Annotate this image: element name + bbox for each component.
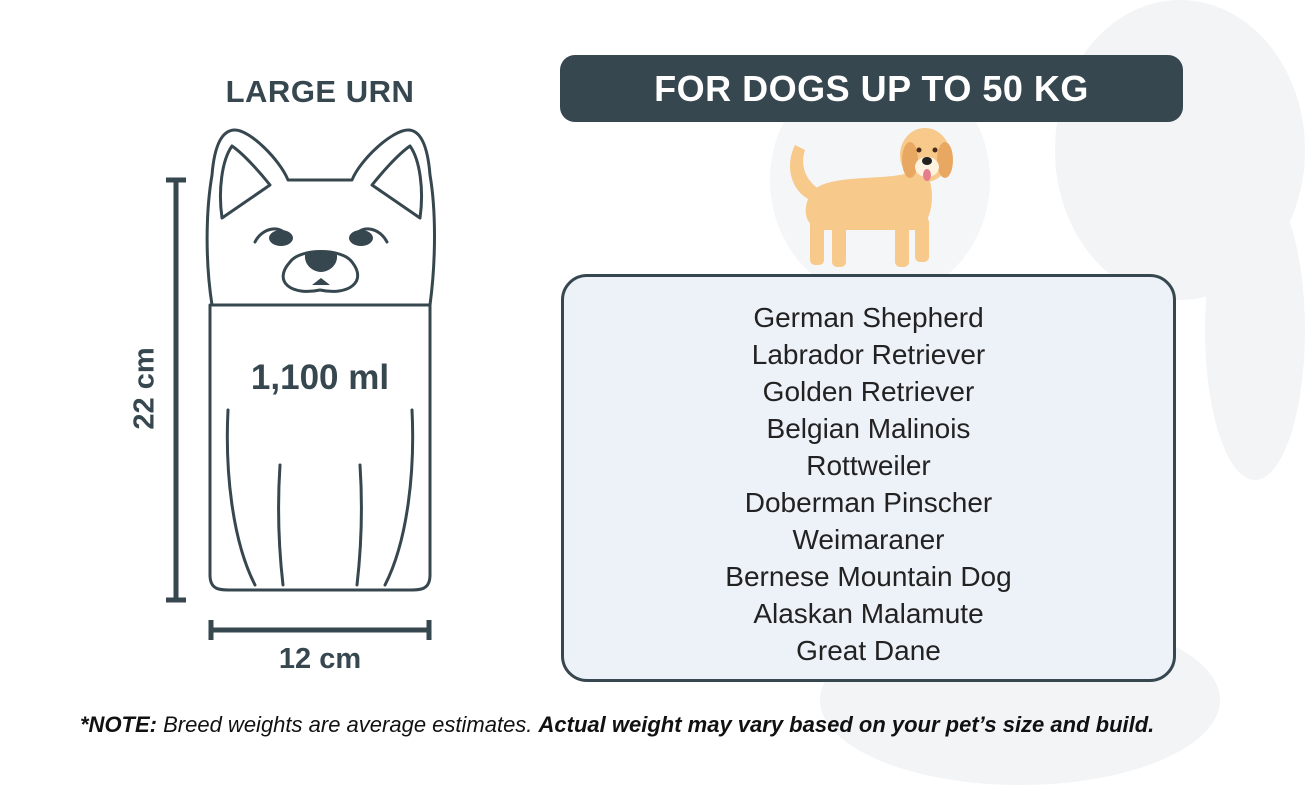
footnote: *NOTE: Breed weights are average estimat… [80,712,1154,738]
breed-item: German Shepherd [753,302,984,333]
breed-item: Golden Retriever [762,376,975,407]
breed-item: Labrador Retriever [751,339,986,370]
banner-text: FOR DOGS UP TO 50 KG [654,67,1089,109]
note-prefix: *NOTE: [80,712,157,737]
height-dimension-line [166,177,186,603]
breed-item: Rottweiler [806,450,931,481]
breed-item: Great Dane [796,635,941,666]
breed-list-box: German Shepherd Labrador Retriever Golde… [561,274,1176,682]
breed-item: Bernese Mountain Dog [725,561,1012,592]
urn-height-label: 22 cm [128,347,161,430]
urn-lid-head [205,128,436,307]
note-text: Breed weights are average estimates. [157,712,539,737]
urn-volume: 1,100 ml [250,358,390,397]
breed-item: Alaskan Malamute [753,598,984,629]
breed-item: Weimaraner [792,524,945,555]
urn-drawing [166,128,436,640]
urn-width-label: 12 cm [278,643,362,675]
note-emphasis: Actual weight may vary based on your pet… [538,712,1155,737]
weight-banner: FOR DOGS UP TO 50 KG [560,55,1183,122]
golden-retriever-icon [790,128,953,267]
urn-title: LARGE URN [225,74,415,109]
urn-body [208,303,432,592]
breed-item: Belgian Malinois [766,413,971,444]
width-dimension-line [208,620,432,640]
breed-item: Doberman Pinscher [744,487,993,518]
